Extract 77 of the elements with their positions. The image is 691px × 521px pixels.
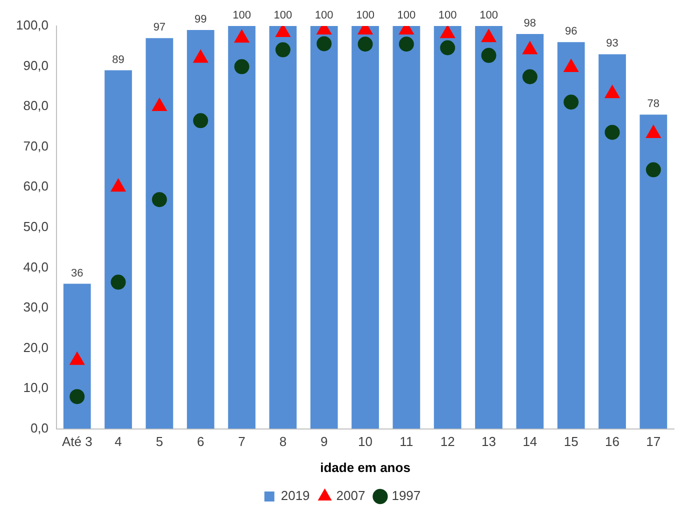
point: [440, 26, 456, 38]
bar: [516, 34, 544, 429]
point: [193, 113, 208, 128]
point: [564, 94, 579, 110]
data-label: 93: [606, 38, 618, 50]
point: [481, 48, 496, 63]
data-label: 96: [564, 26, 578, 38]
y-tick-label: 90,0: [23, 58, 49, 73]
bar: [557, 42, 585, 429]
bar: [392, 26, 420, 429]
point: [522, 69, 538, 84]
x-tick-label: 9: [320, 434, 328, 450]
x-tick-label: 17: [646, 434, 661, 450]
bar: [63, 284, 91, 429]
point: [440, 40, 456, 56]
y-tick-label: 80,0: [23, 98, 49, 114]
point: [646, 162, 661, 178]
x-tick-label: 13: [482, 434, 496, 450]
bar: [310, 26, 338, 429]
x-axis-title: idade em anos: [320, 460, 410, 475]
y-tick-label: 70,0: [23, 138, 49, 154]
x-tick-label: 8: [279, 434, 287, 450]
bar: [146, 38, 174, 429]
point: [398, 36, 414, 52]
data-label: 100: [314, 10, 334, 22]
data-label: 100: [397, 10, 416, 22]
point: [358, 36, 373, 52]
point: [604, 124, 620, 140]
x-tick-label: Até 3: [62, 434, 92, 450]
data-label: 100: [356, 10, 374, 22]
x-tick-label: 6: [196, 434, 204, 450]
y-tick-label: 30,0: [23, 300, 49, 315]
y-tick-label: 60,0: [23, 178, 49, 194]
point: [152, 192, 167, 208]
bar: [640, 114, 668, 429]
point: [275, 42, 290, 58]
point: [316, 36, 332, 52]
data-label: 78: [647, 98, 660, 110]
bar: [475, 26, 502, 429]
bar: [598, 54, 626, 429]
legend-label: 2019: [280, 488, 310, 504]
data-label: 100: [232, 10, 251, 22]
point: [110, 274, 126, 290]
data-label: 100: [438, 10, 457, 22]
x-tick-label: 4: [114, 434, 122, 450]
x-tick-label: 15: [564, 434, 578, 450]
bar: [228, 26, 256, 429]
bar: [104, 70, 132, 429]
y-tick-label: 10,0: [23, 380, 49, 396]
point: [276, 26, 290, 37]
point: [234, 59, 250, 74]
y-tick-label: 0,0: [30, 420, 49, 436]
data-label: 100: [480, 10, 498, 22]
bar: [186, 30, 214, 429]
data-label: 98: [524, 18, 536, 30]
x-tick-label: 10: [358, 434, 372, 450]
data-label: 100: [274, 10, 292, 22]
y-tick-label: 40,0: [23, 259, 49, 274]
data-label: 99: [194, 14, 207, 26]
bar: [352, 26, 379, 429]
data-label: 97: [153, 22, 166, 34]
point: [70, 389, 85, 404]
x-tick-label: 16: [605, 434, 620, 450]
y-tick-label: 50,0: [23, 218, 49, 234]
data-label: 36: [70, 267, 84, 280]
x-tick-label: 12: [440, 434, 455, 450]
x-tick-label: 5: [156, 434, 164, 450]
bar: [434, 26, 462, 429]
legend-label: 2007: [336, 488, 366, 504]
data-label: 89: [112, 54, 124, 66]
y-tick-label: 20,0: [23, 340, 49, 355]
legend-label: 1997: [392, 488, 421, 504]
bar: [269, 26, 297, 429]
y-tick-label: 100,0: [16, 18, 49, 33]
x-tick-label: 11: [400, 434, 414, 450]
x-tick-label: 14: [522, 434, 538, 450]
x-tick-label: 7: [238, 434, 246, 450]
